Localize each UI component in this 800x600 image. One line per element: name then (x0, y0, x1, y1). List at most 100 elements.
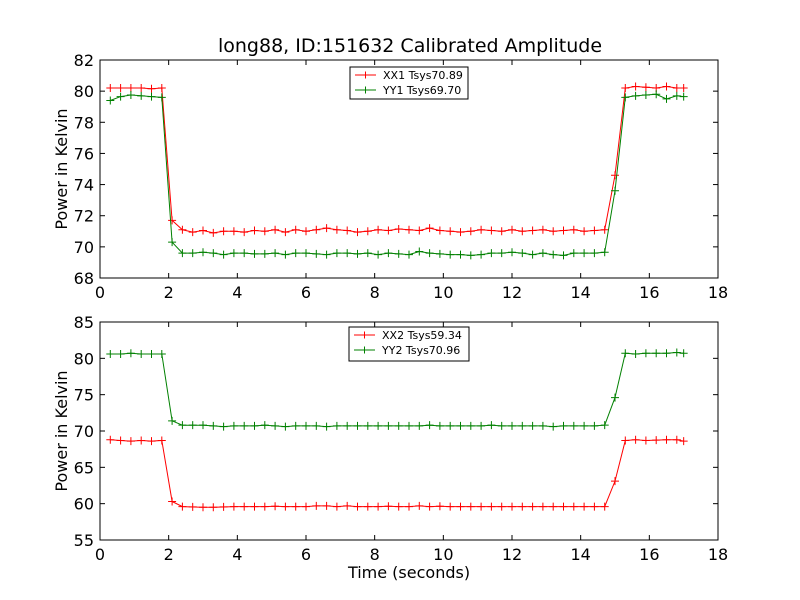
data-point (178, 421, 187, 430)
data-point (219, 502, 228, 511)
data-point (353, 228, 362, 237)
data-point (569, 502, 578, 511)
legend-box (348, 326, 470, 362)
data-point (508, 502, 516, 511)
data-point (343, 226, 352, 235)
data-point (611, 171, 619, 180)
data-point (466, 251, 475, 260)
data-point (343, 249, 352, 258)
x-tick-label: 12 (502, 283, 522, 302)
data-point (229, 249, 238, 258)
data-point (188, 249, 197, 258)
data-point (291, 421, 300, 430)
data-point (590, 249, 599, 258)
legend-marker-2 (362, 86, 369, 94)
data-point (549, 502, 558, 511)
data-point (332, 502, 341, 511)
data-point (405, 421, 413, 430)
legend-label-1: XX1 Tsys70.89 (383, 69, 463, 82)
data-point (549, 250, 558, 259)
data-point (600, 248, 609, 257)
data-point (332, 421, 341, 430)
legend-label-1: XX2 Tsys59.34 (382, 329, 462, 342)
data-point (600, 225, 609, 234)
data-point (271, 421, 280, 430)
data-point (260, 249, 269, 258)
data-point (332, 225, 341, 234)
data-point (621, 436, 630, 445)
x-tick-label: 16 (639, 283, 659, 302)
data-point (188, 421, 197, 430)
data-point (147, 437, 156, 446)
data-point (260, 227, 269, 236)
data-point (662, 435, 671, 444)
legend-marker-2 (361, 346, 368, 354)
data-point (435, 249, 444, 258)
data-point (425, 224, 434, 233)
series-markers-2 (106, 90, 688, 260)
data-point (518, 249, 527, 258)
data-point (260, 421, 269, 430)
x-tick-label: 0 (95, 545, 105, 564)
data-point (652, 349, 661, 358)
data-point (394, 502, 403, 511)
data-point (631, 82, 640, 91)
data-point (106, 96, 115, 105)
data-point (446, 250, 455, 259)
x-axis-label: Time (seconds) (347, 563, 470, 582)
data-point (662, 82, 671, 91)
data-point (250, 226, 259, 235)
data-point (137, 349, 146, 358)
data-point (466, 421, 475, 430)
y-tick-label: 80 (74, 82, 94, 101)
legend: XX2 Tsys59.34 YY2 Tsys70.96 (348, 326, 470, 362)
data-point (425, 249, 434, 258)
x-tick-label: 14 (570, 545, 590, 564)
data-point (528, 502, 537, 511)
data-point (446, 421, 455, 430)
data-point (126, 84, 135, 93)
data-point (518, 227, 527, 236)
y-tick-label: 70 (74, 238, 94, 257)
legend-label-2: YY1 Tsys69.70 (382, 84, 461, 97)
data-point (312, 501, 321, 510)
data-point (157, 93, 166, 102)
data-point (137, 91, 146, 100)
data-point (353, 249, 362, 258)
data-point (611, 186, 619, 195)
data-point (394, 421, 403, 430)
data-point (147, 349, 156, 358)
data-point (652, 436, 661, 445)
data-point (363, 421, 372, 430)
data-point (363, 227, 372, 236)
data-point (652, 90, 661, 99)
y-tick-label: 85 (74, 313, 94, 332)
data-point (137, 84, 146, 93)
data-point (281, 422, 290, 431)
data-point (229, 227, 238, 236)
data-point (281, 250, 290, 259)
data-point (600, 502, 609, 511)
data-point (631, 435, 640, 444)
data-point (312, 225, 321, 234)
x-tick-label: 4 (232, 545, 242, 564)
data-point (199, 226, 207, 235)
figure-title: long88, ID:151632 Calibrated Amplitude (218, 35, 602, 57)
data-point (508, 248, 516, 257)
data-point (518, 502, 527, 511)
data-point (219, 227, 228, 236)
data-point (157, 84, 166, 93)
series-markers-1 (106, 435, 688, 512)
data-point (456, 502, 465, 511)
data-point (199, 248, 207, 257)
data-point (250, 502, 259, 511)
data-point (271, 225, 280, 234)
data-point (363, 502, 372, 511)
data-point (528, 250, 537, 259)
data-point (679, 84, 688, 93)
data-point (147, 84, 156, 93)
legend-box (349, 66, 469, 100)
data-point (322, 224, 331, 233)
data-point (549, 422, 558, 431)
y-tick-label: 76 (74, 144, 94, 163)
